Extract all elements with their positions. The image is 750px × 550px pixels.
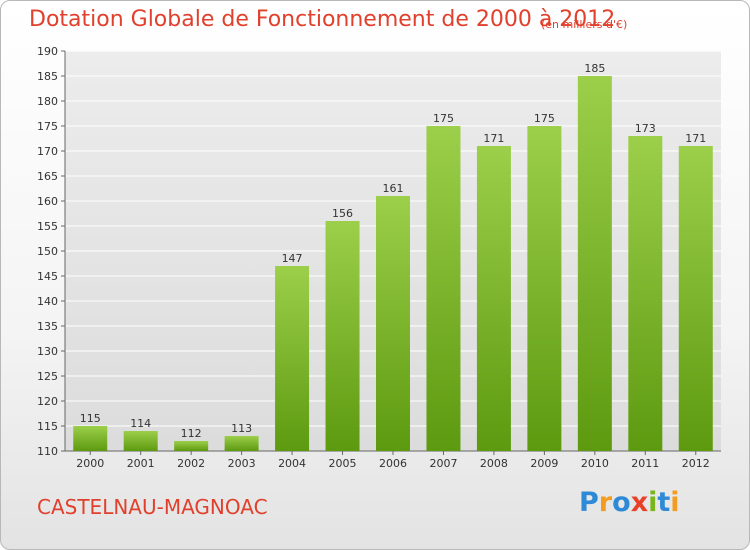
bar-value-label: 115 <box>80 412 101 425</box>
bar <box>123 431 158 451</box>
x-tick-label: 2000 <box>76 457 104 470</box>
x-tick-label: 2010 <box>581 457 609 470</box>
bar-value-label: 171 <box>685 132 706 145</box>
y-tick-label: 150 <box>37 245 58 258</box>
bar <box>678 146 713 451</box>
chart-subtitle: (en milliers d'€) <box>541 18 628 31</box>
y-tick-label: 175 <box>37 120 58 133</box>
y-tick-label: 180 <box>37 95 58 108</box>
bar-value-label: 175 <box>433 112 454 125</box>
x-tick-label: 2001 <box>127 457 155 470</box>
y-tick-label: 190 <box>37 45 58 58</box>
bar-value-label: 114 <box>130 417 151 430</box>
bar <box>527 126 562 451</box>
bar <box>426 126 461 451</box>
bar <box>476 146 511 451</box>
proxiti-logo[interactable]: Proxiti <box>579 487 680 518</box>
bar <box>224 436 259 451</box>
bar <box>275 266 310 451</box>
y-tick-label: 185 <box>37 70 58 83</box>
x-tick-label: 2011 <box>631 457 659 470</box>
x-tick-label: 2007 <box>429 457 457 470</box>
y-tick-label: 160 <box>37 195 58 208</box>
y-tick-label: 155 <box>37 220 58 233</box>
x-tick-label: 2004 <box>278 457 306 470</box>
x-tick-label: 2008 <box>480 457 508 470</box>
y-tick-label: 125 <box>37 370 58 383</box>
bar-value-label: 156 <box>332 207 353 220</box>
bar-chart: 110 115 120 125 130 135 140 145 150 155 160 165 170 1… <box>37 45 721 470</box>
commune-name: CASTELNAU-MAGNOAC <box>37 495 268 519</box>
bar-value-label: 171 <box>483 132 504 145</box>
chart-title: Dotation Globale de Fonctionnement de 20… <box>29 7 616 32</box>
y-tick-label: 170 <box>37 145 58 158</box>
bar-value-label: 161 <box>383 182 404 195</box>
bar-value-label: 175 <box>534 112 555 125</box>
bar <box>577 76 612 451</box>
bar-value-label: 112 <box>181 427 202 440</box>
y-tick-label: 165 <box>37 170 58 183</box>
bar <box>376 196 410 451</box>
y-tick-label: 120 <box>37 395 58 408</box>
y-tick-label: 110 <box>37 445 58 458</box>
x-tick-label: 2009 <box>530 457 558 470</box>
y-tick-label: 135 <box>37 320 58 333</box>
bar-value-label: 185 <box>584 62 605 75</box>
x-tick-label: 2003 <box>228 457 256 470</box>
y-tick-label: 130 <box>37 345 58 358</box>
bar-value-label: 113 <box>231 422 252 435</box>
bar-value-label: 173 <box>635 122 656 135</box>
y-tick-label: 140 <box>37 295 58 308</box>
x-tick-label: 2005 <box>329 457 357 470</box>
bar-value-label: 147 <box>282 252 303 265</box>
y-tick-label: 145 <box>37 270 58 283</box>
bar <box>174 441 209 451</box>
x-tick-label: 2002 <box>177 457 205 470</box>
bar <box>325 221 360 451</box>
bar <box>73 426 108 451</box>
x-tick-label: 2006 <box>379 457 407 470</box>
bar <box>628 136 663 451</box>
y-tick-label: 115 <box>37 420 58 433</box>
x-tick-label: 2012 <box>682 457 710 470</box>
